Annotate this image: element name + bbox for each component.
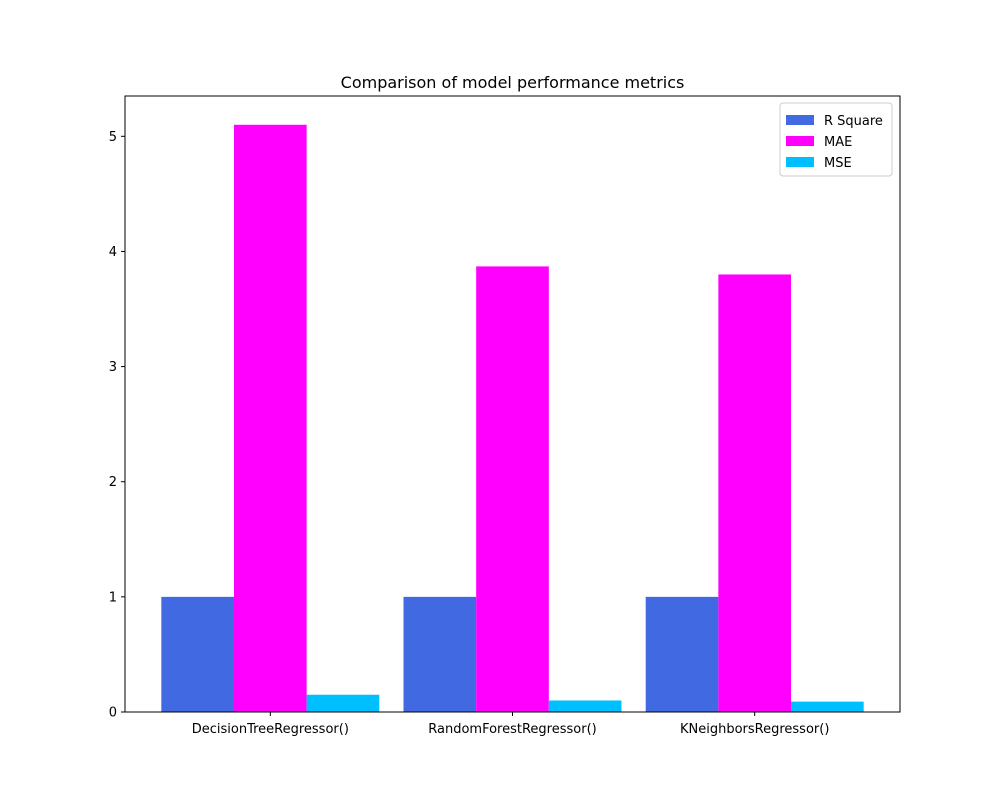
legend: R Square MAE MSE (779, 102, 893, 177)
legend-label: MAE (824, 135, 852, 150)
x-tick-label: RandomForestRegressor() (428, 722, 596, 737)
legend-swatch (786, 157, 814, 167)
bar-r-square-0 (161, 596, 234, 712)
bar-mae-0 (233, 124, 307, 713)
y-tick-label: 4 (109, 245, 117, 260)
bar-mae-1 (476, 266, 549, 712)
y-tick-label: 0 (109, 706, 117, 721)
bar-r-square-1 (403, 596, 477, 712)
chart-title: Comparison of model performance metrics (341, 73, 685, 92)
x-tick-label: KNeighborsRegressor() (680, 722, 829, 737)
bars-layer (161, 124, 864, 713)
y-tick-label: 2 (109, 475, 117, 490)
y-tick-label: 5 (109, 130, 117, 145)
axes-layer: DecisionTreeRegressor() RandomForestRegre… (109, 95, 901, 737)
plot-frame (124, 95, 901, 713)
legend-swatch (786, 136, 814, 146)
bar-r-square-2 (645, 596, 719, 712)
legend-label: R Square (824, 114, 883, 129)
legend-swatch (786, 115, 814, 125)
y-tick-label: 1 (109, 590, 117, 605)
y-tick-label: 3 (109, 360, 117, 375)
bar-mse-1 (548, 700, 622, 712)
bar-mae-2 (718, 274, 792, 712)
x-tick-label: DecisionTreeRegressor() (192, 722, 349, 737)
bar-mse-0 (306, 694, 380, 712)
bar-mse-2 (791, 701, 864, 712)
legend-label: MSE (824, 156, 852, 171)
